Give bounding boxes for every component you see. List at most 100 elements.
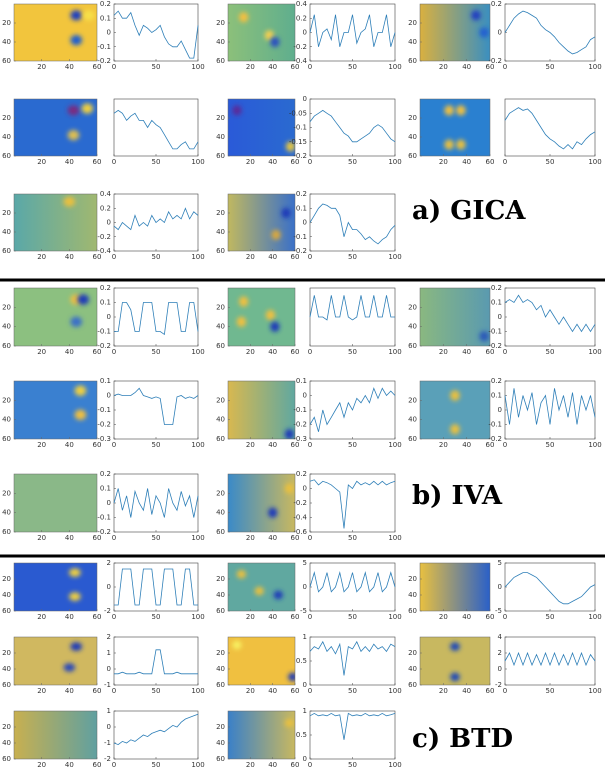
plot-y-tick-label: 0.2 — [296, 14, 307, 22]
map-spot — [69, 592, 81, 601]
plot-y-tick-label: -2 — [495, 681, 502, 689]
map-y-tick-label: 40 — [408, 416, 417, 424]
map-y-tick-label: 20 — [408, 649, 417, 657]
plot-x-tick-label: 50 — [152, 158, 161, 166]
plot-y-tick-label: 0.2 — [100, 284, 111, 292]
plot-y-tick-label: 0.1 — [100, 485, 111, 493]
plot-y-tick-label: 0 — [107, 723, 111, 731]
plot-x-tick-label: 50 — [348, 348, 357, 356]
map-x-tick-label: 20 — [246, 761, 255, 769]
map-y-tick-label: 60 — [216, 681, 225, 689]
map-spot — [68, 130, 80, 140]
map-x-tick-label: 60 — [93, 158, 102, 166]
map-spot — [237, 570, 246, 579]
plot-x-tick-label: 0 — [308, 441, 312, 449]
plot-y-tick-label: -2 — [104, 755, 111, 763]
plot-y-tick-label: 0 — [303, 392, 307, 400]
map-x-tick-label: 20 — [246, 63, 255, 71]
section-label: b) IVA — [412, 481, 503, 511]
map-image — [14, 563, 97, 611]
plot-x-tick-label: 0 — [308, 613, 312, 621]
map-spot — [444, 139, 454, 149]
plot-x-tick-label: 0 — [112, 441, 116, 449]
plot-x-tick-label: 50 — [152, 441, 161, 449]
map-y-tick-label: 60 — [408, 607, 417, 615]
map-x-tick-label: 60 — [486, 687, 495, 695]
plot-x-tick-label: 0 — [112, 613, 116, 621]
plot-y-tick-label: 0.2 — [296, 190, 307, 198]
map-y-tick-label: 20 — [216, 723, 225, 731]
map-y-tick-label: 20 — [216, 396, 225, 404]
map-y-tick-label: 60 — [216, 528, 225, 536]
plot-y-tick-label: -5 — [300, 607, 307, 615]
plot-x-tick-label: 0 — [112, 761, 116, 769]
map-x-tick-label: 60 — [486, 613, 495, 621]
map-x-tick-label: 20 — [246, 441, 255, 449]
map-y-tick-label: 60 — [408, 435, 417, 443]
map-x-tick-label: 40 — [65, 613, 74, 621]
map-spot — [456, 139, 466, 149]
map-y-tick-label: 60 — [216, 342, 225, 350]
map-spot — [479, 27, 489, 37]
plot-x-tick-label: 0 — [308, 534, 312, 542]
plot-y-tick-label: 0.5 — [296, 731, 307, 739]
plot-x-tick-label: 100 — [191, 253, 204, 261]
plot-x-tick-label: 50 — [546, 348, 555, 356]
plot-frame — [310, 637, 395, 685]
plot-x-tick-label: 100 — [191, 687, 204, 695]
map-y-tick-label: 20 — [2, 723, 11, 731]
map-x-tick-label: 40 — [65, 534, 74, 542]
plot-x-tick-label: 50 — [152, 613, 161, 621]
map-x-tick-label: 60 — [93, 761, 102, 769]
map-y-tick-label: 20 — [408, 114, 417, 122]
section-label: a) GICA — [412, 196, 526, 226]
plot-x-tick-label: 50 — [348, 761, 357, 769]
plot-x-tick-label: 100 — [191, 761, 204, 769]
map-x-tick-label: 40 — [65, 253, 74, 261]
map-spot — [270, 321, 279, 331]
plot-y-tick-label: 0 — [303, 95, 307, 103]
plot-x-tick-label: 100 — [588, 348, 601, 356]
map-y-tick-label: 60 — [2, 247, 11, 255]
plot-x-tick-label: 50 — [546, 687, 555, 695]
plot-x-tick-label: 100 — [388, 687, 401, 695]
plot-y-tick-label: -0.2 — [97, 421, 111, 429]
map-image — [228, 194, 295, 251]
map-spot — [270, 37, 279, 47]
plot-y-tick-label: -1 — [104, 739, 111, 747]
plot-x-tick-label: 50 — [348, 158, 357, 166]
map-y-tick-label: 20 — [2, 649, 11, 657]
map-image — [14, 711, 97, 759]
plot-y-tick-label: -0.3 — [97, 435, 111, 443]
map-spot — [68, 105, 80, 115]
plot-x-tick-label: 100 — [388, 613, 401, 621]
plot-y-tick-label: 5 — [303, 559, 307, 567]
plot-frame — [505, 288, 595, 346]
map-image — [228, 4, 295, 61]
panel: 202040406060-0.2-0.100.10.2050100 — [408, 284, 602, 356]
map-spot — [64, 663, 76, 672]
plot-frame — [114, 99, 198, 156]
map-image — [228, 711, 295, 759]
plot-frame — [114, 637, 198, 685]
map-y-tick-label: 40 — [408, 591, 417, 599]
map-y-tick-label: 60 — [216, 247, 225, 255]
map-y-tick-label: 40 — [216, 739, 225, 747]
map-y-tick-label: 40 — [216, 591, 225, 599]
plot-y-tick-label: -5 — [495, 607, 502, 615]
plot-y-tick-label: 0.2 — [491, 284, 502, 292]
map-y-tick-label: 60 — [2, 681, 11, 689]
map-y-tick-label: 40 — [216, 665, 225, 673]
plot-y-tick-label: 0 — [498, 313, 502, 321]
plot-y-tick-label: -0.1 — [97, 328, 111, 336]
map-x-tick-label: 20 — [246, 348, 255, 356]
map-y-tick-label: 40 — [216, 509, 225, 517]
map-x-tick-label: 40 — [268, 158, 277, 166]
map-x-tick-label: 20 — [439, 687, 448, 695]
plot-x-tick-label: 100 — [388, 761, 401, 769]
map-x-tick-label: 20 — [439, 63, 448, 71]
map-y-tick-label: 40 — [216, 38, 225, 46]
plot-x-tick-label: 50 — [546, 158, 555, 166]
plot-frame — [310, 194, 395, 251]
map-x-tick-label: 40 — [462, 158, 471, 166]
